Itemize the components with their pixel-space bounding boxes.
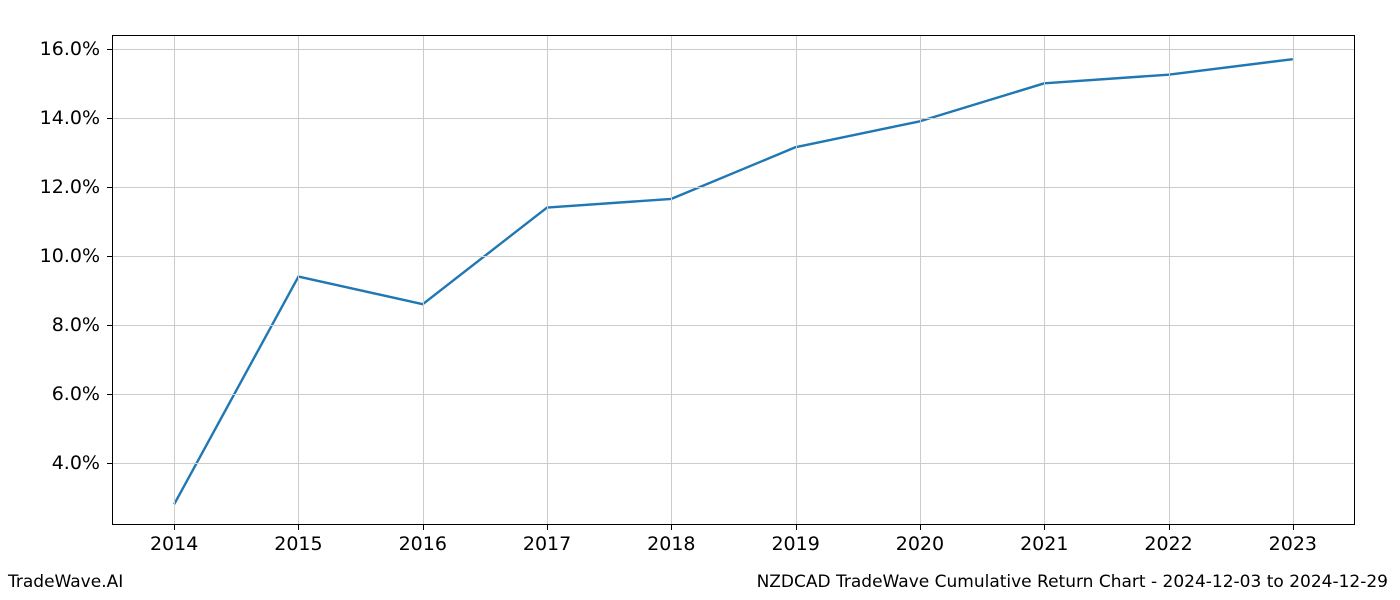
- grid-line-vertical: [920, 35, 921, 525]
- y-tick: [107, 49, 112, 50]
- grid-line-vertical: [1044, 35, 1045, 525]
- y-tick: [107, 394, 112, 395]
- y-tick: [107, 325, 112, 326]
- x-tick-label: 2014: [150, 533, 198, 555]
- y-tick-label: 16.0%: [0, 38, 100, 60]
- x-tick-label: 2018: [647, 533, 695, 555]
- y-tick-label: 14.0%: [0, 107, 100, 129]
- x-tick-label: 2020: [896, 533, 944, 555]
- grid-line-vertical: [423, 35, 424, 525]
- grid-line-vertical: [174, 35, 175, 525]
- grid-line-vertical: [1293, 35, 1294, 525]
- x-tick: [1169, 525, 1170, 530]
- y-tick-label: 8.0%: [0, 314, 100, 336]
- grid-line-vertical: [1169, 35, 1170, 525]
- plot-border-top: [112, 35, 1355, 36]
- y-tick-label: 6.0%: [0, 383, 100, 405]
- y-tick: [107, 187, 112, 188]
- grid-line-vertical: [547, 35, 548, 525]
- grid-line-vertical: [796, 35, 797, 525]
- y-tick: [107, 463, 112, 464]
- x-tick: [920, 525, 921, 530]
- line-path: [174, 59, 1293, 504]
- y-tick-label: 12.0%: [0, 176, 100, 198]
- chart-container: TradeWave.AI NZDCAD TradeWave Cumulative…: [0, 0, 1400, 600]
- y-tick-label: 4.0%: [0, 452, 100, 474]
- x-tick-label: 2022: [1144, 533, 1192, 555]
- x-tick: [796, 525, 797, 530]
- x-tick: [671, 525, 672, 530]
- footer-left-text: TradeWave.AI: [8, 572, 123, 592]
- plot-border-left: [112, 35, 113, 525]
- x-tick: [547, 525, 548, 530]
- x-tick: [1044, 525, 1045, 530]
- plot-area: [112, 35, 1355, 525]
- grid-line-vertical: [298, 35, 299, 525]
- x-tick-label: 2023: [1269, 533, 1317, 555]
- x-tick-label: 2021: [1020, 533, 1068, 555]
- x-tick: [174, 525, 175, 530]
- y-tick: [107, 118, 112, 119]
- x-tick-label: 2017: [523, 533, 571, 555]
- x-tick-label: 2016: [399, 533, 447, 555]
- x-tick-label: 2019: [771, 533, 819, 555]
- x-tick: [298, 525, 299, 530]
- footer-right-text: NZDCAD TradeWave Cumulative Return Chart…: [757, 572, 1388, 592]
- y-tick-label: 10.0%: [0, 245, 100, 267]
- x-tick: [1293, 525, 1294, 530]
- x-tick-label: 2015: [274, 533, 322, 555]
- x-tick: [423, 525, 424, 530]
- y-tick: [107, 256, 112, 257]
- grid-line-vertical: [671, 35, 672, 525]
- plot-border-right: [1354, 35, 1355, 525]
